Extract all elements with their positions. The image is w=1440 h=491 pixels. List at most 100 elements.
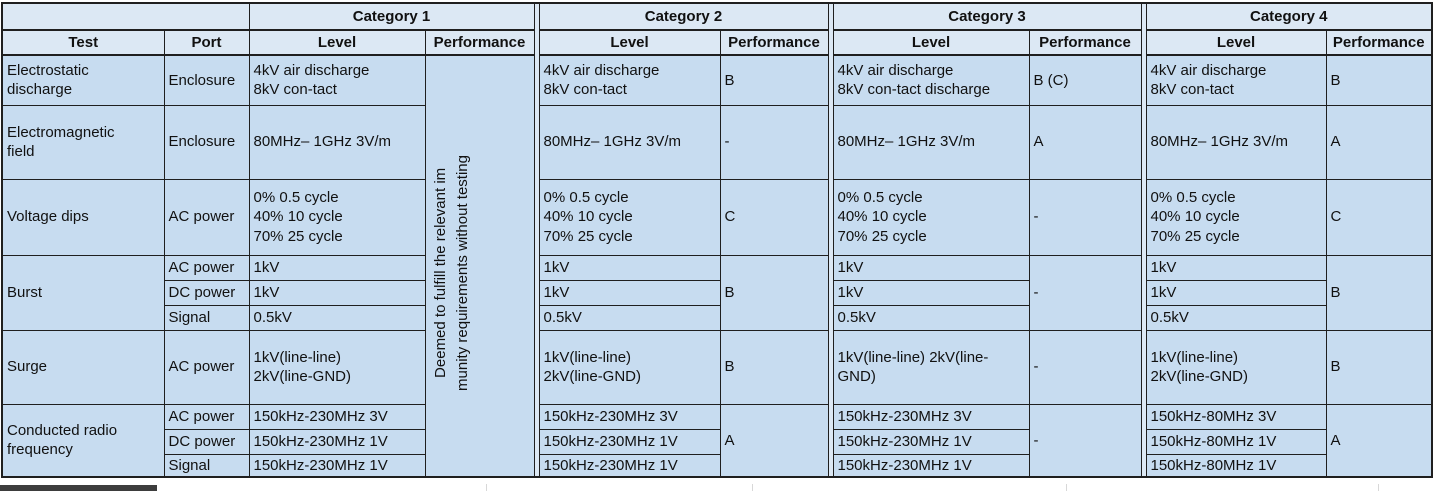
dips-performance-cat2: C xyxy=(719,178,829,256)
emf-performance-cat4: A xyxy=(1325,104,1433,180)
corner-cell xyxy=(1,2,250,31)
emf-test-name: Electromagnetic field xyxy=(1,104,165,180)
burst-ac-level-cat4: 1kV xyxy=(1145,254,1327,281)
crf-dc-level-cat4: 150kHz-80MHz 1V xyxy=(1145,428,1327,455)
burst-dc-level-cat1: 1kV xyxy=(248,279,426,306)
surge-level-cat3: 1kV(line-line) 2kV(line-GND) xyxy=(832,329,1030,405)
cat1-note-vertical-text: Deemed to fulfill the relevant im munity… xyxy=(431,155,471,391)
surge-performance-cat4: B xyxy=(1325,329,1433,405)
crf-signal-port: Signal xyxy=(163,453,250,478)
burst-ac-level-cat1: 1kV xyxy=(248,254,426,281)
esd-test-name: Electrostatic discharge xyxy=(1,54,165,106)
emf-level-cat3: 80MHz– 1GHz 3V/m xyxy=(832,104,1030,180)
burst-dc-port: DC power xyxy=(163,279,250,306)
header-level-cat2: Level xyxy=(538,29,721,56)
burst-dc-level-cat4: 1kV xyxy=(1145,279,1327,306)
row-crf-dc: DC power 150kHz-230MHz 1V 150kHz-230MHz … xyxy=(2,428,1432,455)
bottom-margin xyxy=(0,484,1440,491)
burst-ac-port: AC power xyxy=(163,254,250,281)
row-crf-signal: Signal 150kHz-230MHz 1V 150kHz-230MHz 1V… xyxy=(2,453,1432,478)
burst-dc-level-cat2: 1kV xyxy=(538,279,721,306)
burst-dc-level-cat3: 1kV xyxy=(832,279,1030,306)
bottom-dark-bar xyxy=(0,485,157,491)
cat1-performance-note-cell: Deemed to fulfill the relevant im munity… xyxy=(424,54,535,478)
row-electrostatic-discharge: Electrostatic discharge Enclosure 4kV ai… xyxy=(1,54,1433,478)
burst-performance-cat2: B xyxy=(719,254,829,331)
row-burst-signal: Signal 0.5kV 0.5kV 0.5kV 0.5kV xyxy=(2,304,1432,331)
crf-dc-level-cat2: 150kHz-230MHz 1V xyxy=(538,428,721,455)
esd-performance-cat3: B (C) xyxy=(1028,54,1142,106)
burst-signal-level-cat4: 0.5kV xyxy=(1145,304,1327,331)
row-electromagnetic-field: Electromagnetic field Enclosure 80MHz– 1… xyxy=(1,104,1433,180)
dips-performance-cat4: C xyxy=(1325,178,1433,256)
gridline xyxy=(1066,484,1067,491)
crf-signal-level-cat3: 150kHz-230MHz 1V xyxy=(832,453,1030,478)
esd-level-cat4: 4kV air discharge 8kV con-tact xyxy=(1145,54,1327,106)
column-header-row: Test Port Level Performance Level Perfor… xyxy=(1,29,1433,56)
emf-level-cat4: 80MHz– 1GHz 3V/m xyxy=(1145,104,1327,180)
row-burst-dc: DC power 1kV 1kV 1kV 1kV xyxy=(2,279,1432,306)
crf-dc-level-cat1: 150kHz-230MHz 1V xyxy=(248,428,426,455)
surge-level-cat4: 1kV(line-line) 2kV(line-GND) xyxy=(1145,329,1327,405)
esd-level-cat1: 4kV air discharge 8kV con-tact xyxy=(248,54,426,106)
dips-level-cat2: 0% 0.5 cycle 40% 10 cycle 70% 25 cycle xyxy=(538,178,721,256)
crf-test-name: Conducted radio frequency xyxy=(1,403,165,478)
crf-performance-cat4: A xyxy=(1325,403,1433,478)
dips-level-cat1: 0% 0.5 cycle 40% 10 cycle 70% 25 cycle xyxy=(248,178,426,256)
crf-signal-level-cat1: 150kHz-230MHz 1V xyxy=(248,453,426,478)
crf-ac-level-cat2: 150kHz-230MHz 3V xyxy=(538,403,721,430)
category-header-row: Category 1 Category 2 Category 3 Categor… xyxy=(1,2,1433,478)
crf-ac-level-cat3: 150kHz-230MHz 3V xyxy=(832,403,1030,430)
burst-ac-level-cat2: 1kV xyxy=(538,254,721,281)
crf-ac-level-cat1: 150kHz-230MHz 3V xyxy=(248,403,426,430)
header-level-cat1: Level xyxy=(248,29,426,56)
header-performance-cat2: Performance xyxy=(719,29,829,56)
dips-level-cat4: 0% 0.5 cycle 40% 10 cycle 70% 25 cycle xyxy=(1145,178,1327,256)
header-test: Test xyxy=(1,29,165,56)
esd-level-cat2: 4kV air discharge 8kV con-tact xyxy=(538,54,721,106)
dips-test-name: Voltage dips xyxy=(1,178,165,256)
esd-level-cat3: 4kV air discharge 8kV con-tact discharge xyxy=(832,54,1030,106)
gridline xyxy=(486,484,487,491)
dips-port: AC power xyxy=(163,178,250,256)
gridline xyxy=(1378,484,1379,491)
burst-performance-cat3: - xyxy=(1028,254,1142,331)
header-performance-cat4: Performance xyxy=(1325,29,1433,56)
crf-dc-port: DC power xyxy=(163,428,250,455)
surge-test-name: Surge xyxy=(1,329,165,405)
crf-signal-level-cat4: 150kHz-80MHz 1V xyxy=(1145,453,1327,478)
burst-signal-level-cat2: 0.5kV xyxy=(538,304,721,331)
crf-dc-level-cat3: 150kHz-230MHz 1V xyxy=(832,428,1030,455)
burst-ac-level-cat3: 1kV xyxy=(832,254,1030,281)
esd-performance-cat2: B xyxy=(719,54,829,106)
row-voltage-dips: Voltage dips AC power 0% 0.5 cycle 40% 1… xyxy=(1,178,1433,256)
header-category-2: Category 2 xyxy=(538,2,829,31)
crf-performance-cat2: A xyxy=(719,403,829,478)
crf-ac-level-cat4: 150kHz-80MHz 3V xyxy=(1145,403,1327,430)
surge-level-cat1: 1kV(line-line) 2kV(line-GND) xyxy=(248,329,426,405)
surge-performance-cat3: - xyxy=(1028,329,1142,405)
row-burst-ac: Burst AC power 1kV 1kV B 1kV - 1kV B xyxy=(1,254,1433,331)
burst-test-name: Burst xyxy=(1,254,165,331)
dips-level-cat3: 0% 0.5 cycle 40% 10 cycle 70% 25 cycle xyxy=(832,178,1030,256)
emf-performance-cat2: - xyxy=(719,104,829,180)
surge-level-cat2: 1kV(line-line) 2kV(line-GND) xyxy=(538,329,721,405)
gridline xyxy=(752,484,753,491)
crf-ac-port: AC power xyxy=(163,403,250,430)
emf-port: Enclosure xyxy=(163,104,250,180)
header-category-4: Category 4 xyxy=(1145,2,1433,31)
header-level-cat4: Level xyxy=(1145,29,1327,56)
header-category-1: Category 1 xyxy=(248,2,535,31)
row-surge: Surge AC power 1kV(line-line) 2kV(line-G… xyxy=(1,329,1433,405)
esd-performance-cat4: B xyxy=(1325,54,1433,106)
header-level-cat3: Level xyxy=(832,29,1030,56)
header-category-3: Category 3 xyxy=(832,2,1142,31)
emc-immunity-table: Category 1 Category 2 Category 3 Categor… xyxy=(1,2,1433,478)
esd-port: Enclosure xyxy=(163,54,250,106)
surge-performance-cat2: B xyxy=(719,329,829,405)
burst-signal-port: Signal xyxy=(163,304,250,331)
emf-level-cat2: 80MHz– 1GHz 3V/m xyxy=(538,104,721,180)
header-performance-cat3: Performance xyxy=(1028,29,1142,56)
crf-performance-cat3: - xyxy=(1028,403,1142,478)
